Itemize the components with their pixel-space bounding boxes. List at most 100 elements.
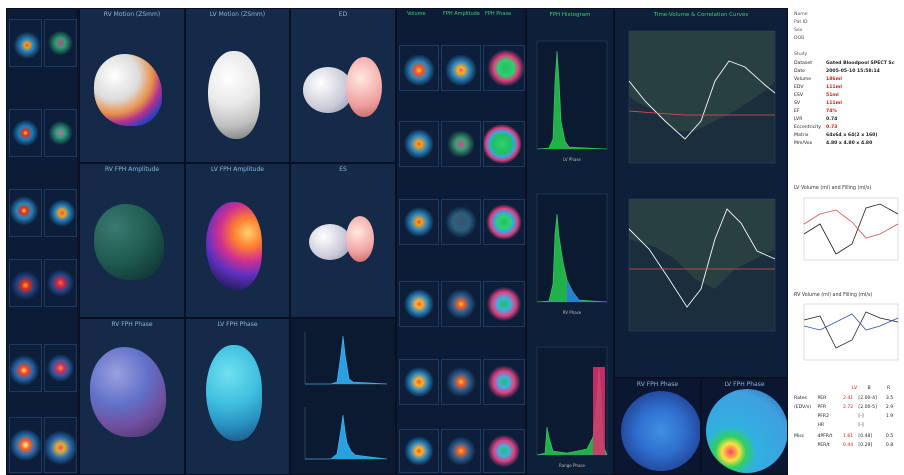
study-field: EF 74% [794, 109, 837, 114]
slice-thumb[interactable] [9, 417, 42, 473]
col-header-volume: Volume [407, 11, 426, 17]
rv-volume-filling-graph [803, 303, 899, 361]
slice-thumb[interactable] [44, 259, 77, 307]
es-panel[interactable]: ES [290, 163, 396, 318]
slice-thumb[interactable] [44, 344, 77, 392]
phase-thumb[interactable] [483, 429, 525, 473]
polar-title: LV FPH Phase [724, 381, 765, 388]
phase-thumb[interactable] [483, 45, 525, 91]
small-histogram-top [304, 332, 388, 385]
phase-thumb[interactable] [483, 281, 525, 327]
metrics-row: Misc dPFR/t 1.61 [0.48] 0.5 [794, 434, 894, 439]
slice-thumb[interactable] [44, 19, 77, 67]
correlation-curve-chart [628, 198, 776, 332]
es-render-rv [309, 224, 351, 260]
volume-thumb[interactable] [399, 45, 439, 91]
histogram-xlabel: Range Phase [559, 463, 585, 468]
lv-fph-phase-panel[interactable]: LV FPH Phase [185, 318, 290, 475]
rv-polar-map [621, 391, 700, 471]
study-field: Mm/Vox 4.80 x 4.80 x 4.80 [794, 141, 873, 146]
col-header-phase: FPH Phase [485, 11, 512, 17]
fph-histogram-column: FPH Histogram LV Phase RV Phase Range Ph… [526, 8, 614, 475]
time-volume-title: Time-Volume & Correlation Curves [653, 12, 749, 18]
phase-thumb[interactable] [483, 199, 525, 245]
col-header-amplitude: FPH Amplitude [443, 11, 480, 17]
panel-title: RV Motion (ZSmm) [103, 11, 161, 18]
lv-graph-title: LV Volume (ml) and Filling (ml/s) [794, 186, 872, 191]
volume-curve-chart [628, 30, 776, 164]
phase-thumb[interactable] [483, 121, 525, 167]
panel-title: LV FPH Amplitude [211, 166, 264, 173]
rv-amplitude-render [94, 204, 164, 280]
volume-thumb[interactable] [399, 199, 439, 245]
time-volume-panel: Time-Volume & Correlation Curves [614, 8, 788, 378]
lv-amplitude-render [206, 202, 262, 290]
amplitude-thumb[interactable] [441, 121, 481, 167]
ed-render-rv [303, 67, 353, 113]
lv-polar-panel[interactable]: LV FPH Phase [701, 378, 788, 475]
amplitude-thumb[interactable] [441, 199, 481, 245]
lv-fph-amplitude-panel[interactable]: LV FPH Amplitude [185, 163, 290, 318]
rv-motion-render [94, 54, 162, 126]
volume-thumb[interactable] [399, 281, 439, 327]
amplitude-thumb[interactable] [441, 359, 481, 405]
amplitude-thumb[interactable] [441, 281, 481, 327]
ed-panel[interactable]: ED [290, 8, 396, 163]
histogram-title: FPH Histogram [549, 12, 591, 18]
lv-polar-map [706, 389, 787, 473]
slice-thumb[interactable] [9, 19, 42, 67]
panel-title: RV FPH Phase [111, 321, 153, 328]
panel-title: RV FPH Amplitude [104, 166, 160, 173]
histogram-xlabel: LV Phase [563, 157, 581, 162]
study-field: Date 2005-05-10 15:58:14 [794, 69, 880, 74]
rv-fph-phase-panel[interactable]: RV FPH Phase [79, 318, 185, 475]
patient-label: DOB [794, 36, 805, 41]
histogram-xlabel: RV Phase [563, 310, 582, 315]
slice-thumb[interactable] [9, 344, 42, 392]
metrics-row: (EDV/s) PFR 2.72 [2.00-5] 2.9 [794, 405, 894, 410]
rv-graph-title: RV Volume (ml) and Filling (ml/s) [794, 293, 873, 298]
amplitude-thumb[interactable] [441, 45, 481, 91]
study-field: Dataset Gated Bloodpool SPECT Sc [794, 61, 895, 66]
lv-phase-histogram: LV Phase [536, 40, 608, 162]
rv-fph-amplitude-panel[interactable]: RV FPH Amplitude [79, 163, 185, 318]
ed-render-lv [346, 57, 382, 117]
phase-thumb[interactable] [483, 359, 525, 405]
patient-label: Pat ID [794, 20, 808, 25]
panel-title: ES [339, 166, 347, 173]
rv-phase-render [90, 347, 166, 437]
lv-phase-render [206, 345, 262, 441]
slice-thumb[interactable] [44, 109, 77, 157]
metrics-row: HR [-] [817, 423, 864, 428]
rv-phase-histogram: RV Phase [536, 193, 608, 315]
rv-motion-panel[interactable]: RV Motion (ZSmm) [79, 8, 185, 163]
metrics-row: PER/t 0.44 [0.29] 0.8 [817, 443, 894, 448]
patient-label: Sex [794, 28, 803, 33]
panel-title: ED [338, 11, 348, 18]
study-label: Study [794, 52, 808, 57]
slice-column [6, 8, 78, 475]
volume-thumb[interactable] [399, 429, 439, 473]
slice-thumb[interactable] [44, 189, 77, 237]
metrics-row: PFR2 [-] 1.9 [817, 414, 894, 419]
panel-title: LV FPH Phase [217, 321, 258, 328]
metrics-row: Rates PER 2.41 [2.00-4] 3.5 [794, 396, 894, 401]
amplitude-thumb[interactable] [441, 429, 481, 473]
volume-thumb[interactable] [399, 359, 439, 405]
slice-thumb[interactable] [44, 417, 77, 473]
study-field: Eccentricity 0.73 [794, 125, 838, 130]
slice-thumb[interactable] [9, 189, 42, 237]
metrics-header: LV B R [852, 386, 891, 391]
slice-thumb[interactable] [9, 109, 42, 157]
range-phase-histogram: Range Phase [536, 346, 608, 468]
phase-histograms-panel [290, 318, 396, 475]
rv-polar-panel[interactable]: RV FPH Phase [614, 378, 701, 475]
panel-title: LV Motion (ZSmm) [209, 11, 266, 18]
lv-motion-panel[interactable]: LV Motion (ZSmm) [185, 8, 290, 163]
study-field: EDV 111ml [794, 85, 842, 90]
info-sidebar: Name Pat ID Sex DOB Study Dataset Gated B… [788, 8, 904, 475]
polar-title: RV FPH Phase [636, 381, 679, 388]
volume-thumb[interactable] [399, 121, 439, 167]
lv-volume-filling-graph [803, 197, 899, 261]
slice-thumb[interactable] [9, 259, 42, 307]
